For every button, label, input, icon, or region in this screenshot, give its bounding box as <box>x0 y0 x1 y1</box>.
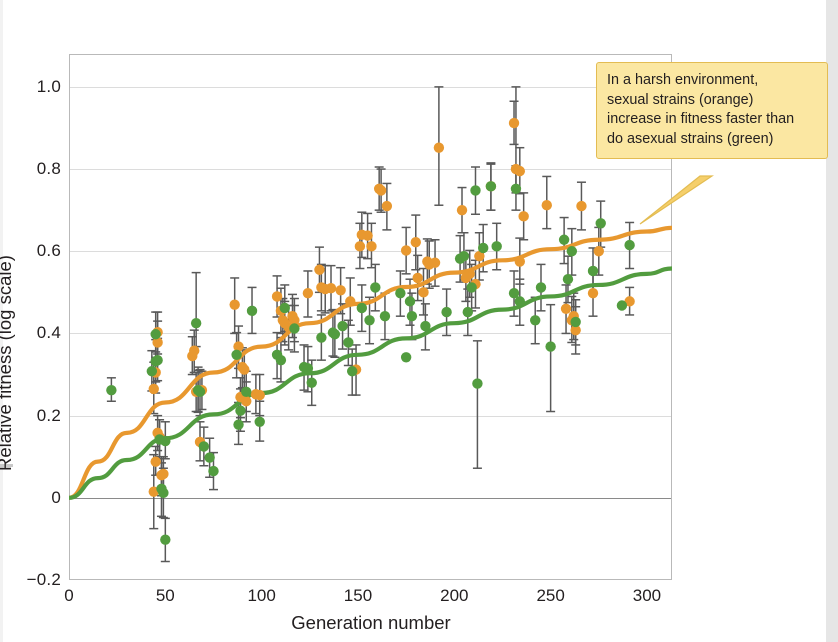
y-tick-label: 0.6 <box>36 241 61 261</box>
y-axis-title: Relative fitness (log scale) <box>0 255 17 471</box>
plot-area <box>69 54 672 580</box>
y-tick-label: 0 <box>51 487 61 507</box>
annotation-callout: In a harsh environment, sexual strains (… <box>596 62 828 160</box>
left-edge-strip <box>0 0 3 642</box>
gridline-y <box>70 169 671 171</box>
right-edge-strip <box>826 0 838 642</box>
callout-line-4: do asexual strains (green) <box>607 130 774 147</box>
y-tick-label: 0.2 <box>36 405 61 425</box>
callout-line-1: In a harsh environment, <box>607 72 759 88</box>
y-tick-label: 0.8 <box>36 159 61 179</box>
y-tick-label: −0.2 <box>26 570 61 589</box>
callout-line-2: sexual strains (orange) <box>607 91 754 108</box>
y-tick-label: 1.0 <box>36 76 61 96</box>
x-tick-label: 100 <box>247 586 276 605</box>
x-tick-label: 0 <box>64 586 74 605</box>
x-tick-label: 200 <box>440 586 469 605</box>
x-tick-label: 50 <box>155 586 175 605</box>
x-tick-label: 300 <box>632 586 662 605</box>
gridline-y <box>70 251 671 253</box>
gridline-y <box>70 333 671 335</box>
callout-line-3: increase in fitness faster than <box>607 111 795 128</box>
gridline-y <box>70 86 671 88</box>
y-axis-title-text: Relative fitness (log scale) <box>0 255 15 471</box>
zero-axis-line <box>70 497 671 499</box>
gridline-y <box>70 415 671 417</box>
x-axis-title: Generation number <box>291 612 451 633</box>
x-tick-label: 250 <box>536 586 565 605</box>
left-margin-dash <box>0 464 13 467</box>
y-tick-label: 0.4 <box>36 323 61 343</box>
x-tick-label: 150 <box>343 586 373 605</box>
